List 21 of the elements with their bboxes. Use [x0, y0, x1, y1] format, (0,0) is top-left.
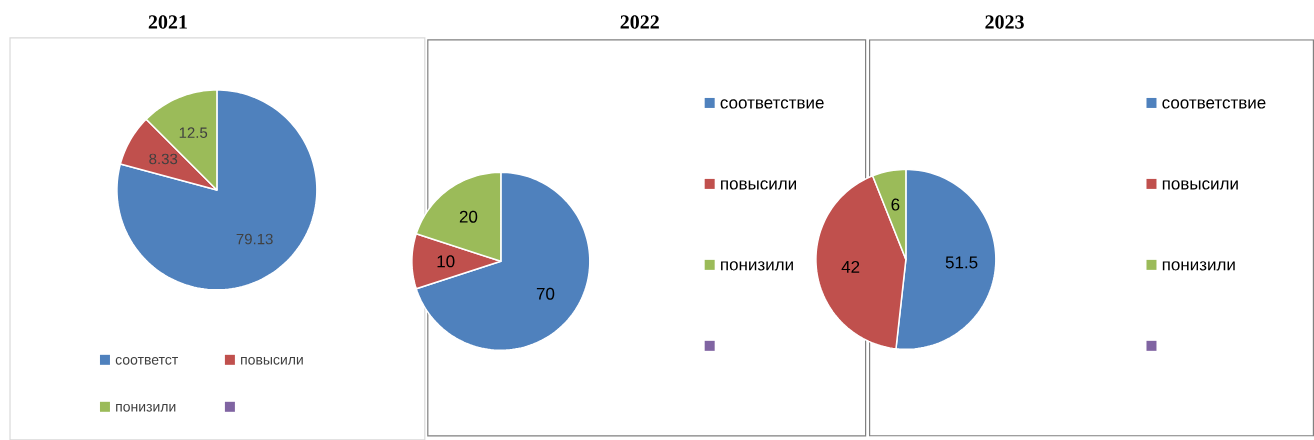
- data-label: 70: [536, 287, 555, 300]
- data-label: 42: [841, 260, 860, 273]
- data-label: 12.5: [179, 127, 208, 138]
- legend-label: повысили: [241, 356, 303, 365]
- chart-title: 2022: [620, 15, 659, 29]
- legend-label: соответст: [115, 356, 178, 365]
- legend-label: повысили: [721, 180, 796, 190]
- data-label: 8.33: [149, 153, 178, 165]
- data-label: 79.13: [236, 233, 273, 245]
- legend-label: понизили: [116, 403, 176, 412]
- data-label: 20: [459, 210, 478, 223]
- legend-label: соответствие: [720, 99, 824, 109]
- data-label: 10: [437, 255, 455, 268]
- chart-title: 2023: [985, 15, 1024, 29]
- legend-label: понизили: [721, 261, 793, 271]
- legend-label: повысили: [1162, 180, 1238, 190]
- data-label: 51.5: [945, 256, 978, 269]
- chart-title: 2021: [148, 15, 187, 29]
- data-label: 6: [891, 198, 900, 211]
- legend-label: понизили: [1162, 261, 1235, 271]
- legend-label: соответствие: [1162, 99, 1266, 109]
